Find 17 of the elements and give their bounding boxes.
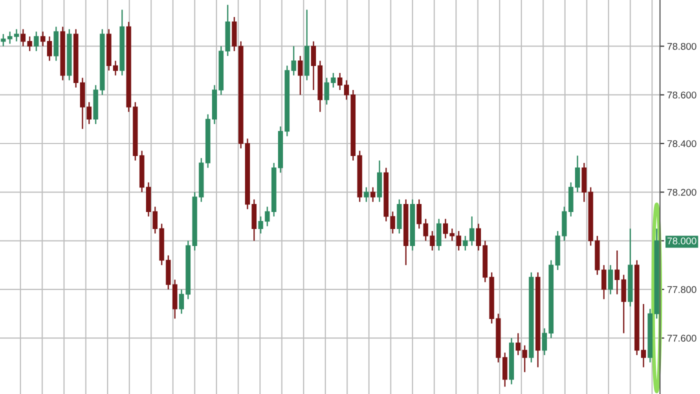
candlestick bbox=[324, 77, 330, 106]
y-tick-label: 78.200 bbox=[667, 188, 696, 196]
candlestick bbox=[330, 72, 336, 88]
y-tick-label: 78.600 bbox=[667, 92, 696, 98]
candlestick bbox=[436, 218, 442, 252]
candlestick bbox=[364, 186, 369, 202]
candlestick bbox=[298, 55, 303, 96]
candlestick bbox=[258, 216, 264, 234]
candlestick bbox=[430, 230, 435, 252]
candlestick bbox=[608, 264, 613, 295]
y-tick-label: 77.600 bbox=[667, 334, 696, 342]
y-tick-label: 77.800 bbox=[667, 286, 696, 294]
y-tick-label: 78.400 bbox=[667, 140, 696, 148]
y-tick-label: 78.000 bbox=[667, 238, 696, 244]
candlestick bbox=[370, 186, 376, 202]
candlestick bbox=[34, 30, 39, 52]
y-tick-label: 78.800 bbox=[667, 42, 696, 50]
